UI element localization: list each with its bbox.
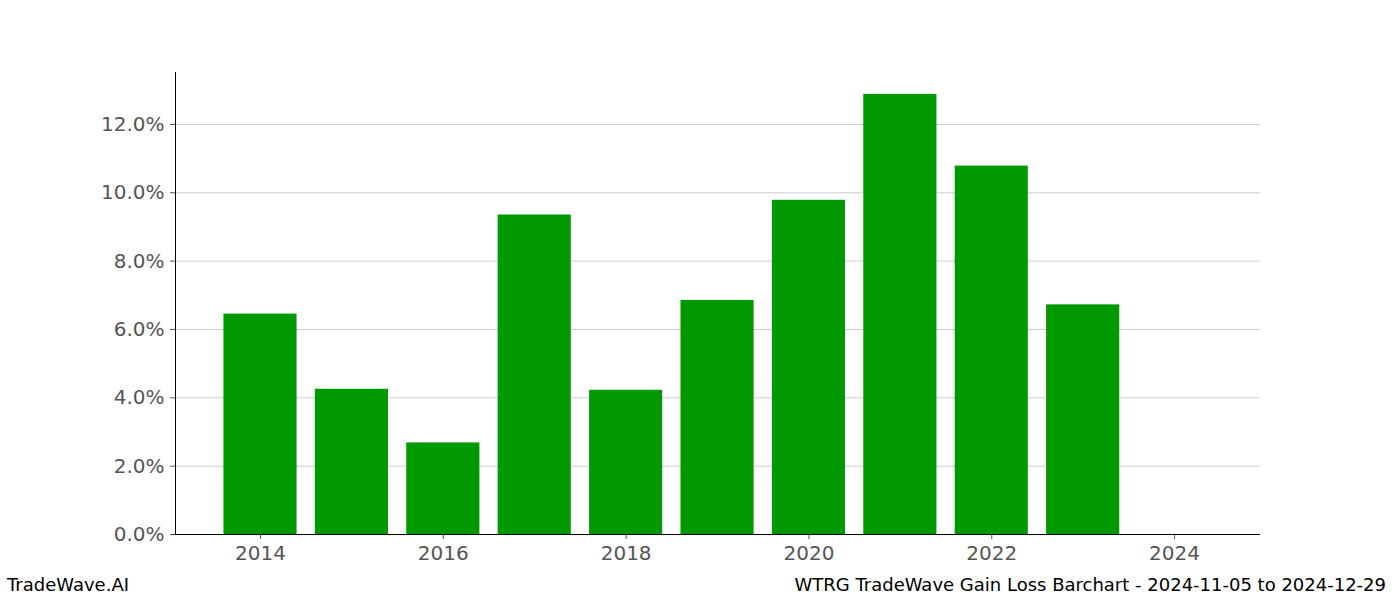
html-text:TradeWave.AI: TradeWave.AI: [7, 574, 129, 595]
svg-text:10.0%: 10.0%: [101, 180, 165, 204]
html-text:WTRG TradeWave Gain Loss Barch: WTRG TradeWave Gain Loss Barchart - 2024…: [794, 574, 1386, 595]
svg-text:12.0%: 12.0%: [101, 112, 165, 136]
svg-text:2.0%: 2.0%: [114, 454, 165, 478]
svg-text:4.0%: 4.0%: [114, 385, 165, 409]
svg-text:0.0%: 0.0%: [114, 522, 165, 546]
svg-text:8.0%: 8.0%: [114, 249, 165, 273]
svg-text:2022: 2022: [966, 541, 1017, 565]
svg-text:2014: 2014: [235, 541, 286, 565]
svg-text:6.0%: 6.0%: [114, 317, 165, 341]
svg-text:2020: 2020: [783, 541, 834, 565]
svg-text:2018: 2018: [601, 541, 652, 565]
svg-text:2016: 2016: [418, 541, 469, 565]
svg-text:2024: 2024: [1149, 541, 1200, 565]
